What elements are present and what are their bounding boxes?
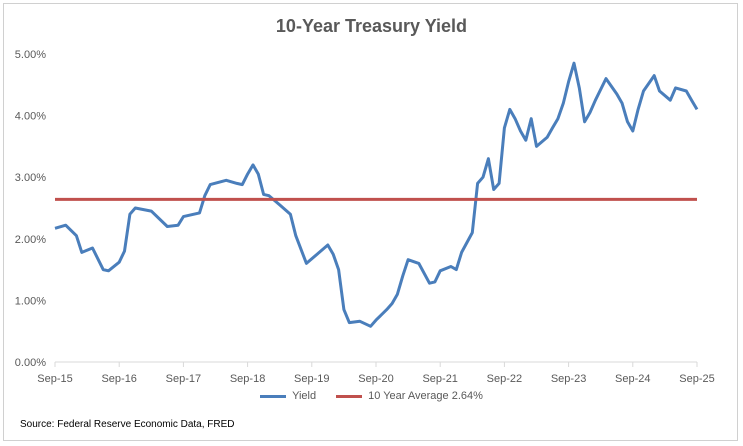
x-tick-label: Sep-19 bbox=[294, 373, 329, 385]
y-axis-ticks: 0.00% 1.00% 2.00% 3.00% 4.00% 5.00% bbox=[15, 49, 46, 369]
legend-label-average: 10 Year Average 2.64% bbox=[368, 390, 483, 402]
legend-item-yield: Yield bbox=[260, 390, 316, 402]
series-group bbox=[54, 61, 699, 328]
chart-frame bbox=[3, 3, 738, 441]
x-tick-label: Sep-23 bbox=[551, 373, 586, 385]
legend: Yield 10 Year Average 2.64% bbox=[0, 390, 743, 402]
x-tick-label: Sep-24 bbox=[615, 373, 650, 385]
chart-title: 10-Year Treasury Yield bbox=[275, 16, 468, 36]
legend-swatch-yield bbox=[260, 394, 287, 398]
legend-item-average: 10 Year Average 2.64% bbox=[336, 390, 483, 402]
series-yield-line bbox=[54, 61, 699, 328]
legend-label-yield: Yield bbox=[292, 390, 317, 402]
y-tick-label: 4.00% bbox=[15, 111, 46, 123]
x-tick-label: Sep-15 bbox=[37, 373, 72, 385]
y-tick-label: 1.00% bbox=[15, 295, 46, 307]
x-tick-label: Sep-18 bbox=[230, 373, 265, 385]
x-tick-label: Sep-22 bbox=[487, 373, 522, 385]
y-tick-label: 3.00% bbox=[15, 172, 46, 184]
x-tick-label: Sep-17 bbox=[166, 373, 201, 385]
x-tick-label: Sep-20 bbox=[358, 373, 393, 385]
x-tick-label: Sep-16 bbox=[101, 373, 136, 385]
x-axis-ticks: Sep-15 Sep-16 Sep-17 Sep-18 Sep-19 Sep-20 Sep-… bbox=[37, 362, 715, 385]
source-note: Source: Federal Reserve Economic Data, F… bbox=[20, 419, 235, 430]
legend-swatch-average bbox=[336, 394, 363, 398]
x-tick-label: Sep-25 bbox=[679, 373, 714, 385]
y-tick-label: 5.00% bbox=[15, 49, 46, 61]
y-tick-label: 2.00% bbox=[15, 234, 46, 246]
x-tick-label: Sep-21 bbox=[422, 373, 457, 385]
y-tick-label: 0.00% bbox=[15, 357, 46, 369]
